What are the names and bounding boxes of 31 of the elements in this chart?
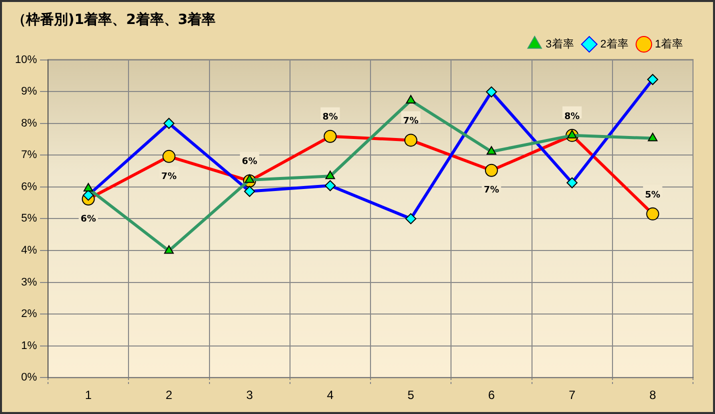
x-tick-label: 3 (246, 388, 254, 402)
x-tick-label: 8 (649, 388, 656, 402)
y-tick-label: 1% (21, 340, 38, 352)
y-tick-label: 2% (21, 308, 38, 320)
data-label: 6% (242, 157, 258, 168)
y-tick-label: 0% (21, 372, 38, 384)
y-tick-label: 8% (21, 117, 38, 130)
data-label: 5% (645, 190, 660, 200)
legend-label: 2着率 (600, 37, 628, 50)
legend-label: 1着率 (654, 37, 684, 50)
chart-title: （枠番別)1着率、2着率、3着率 (12, 11, 216, 28)
data-label: 7% (161, 172, 177, 182)
x-tick-label: 1 (84, 388, 92, 402)
y-tick-label: 9% (21, 86, 38, 98)
x-tick-label: 2 (166, 388, 173, 402)
data-label: 8% (322, 112, 338, 123)
legend-label: 3着率 (546, 37, 574, 50)
data-label: 7% (403, 116, 418, 127)
data-label: 7% (484, 186, 500, 196)
y-tick-label: 3% (21, 276, 38, 288)
y-tick-label: 7% (21, 149, 38, 162)
x-tick-label: 6 (488, 388, 496, 402)
y-tick-label: 4% (21, 244, 38, 257)
data-label: 6% (80, 214, 96, 224)
data-label: 8% (564, 112, 580, 122)
x-tick-label: 7 (568, 388, 576, 402)
y-tick-label: 6% (21, 180, 38, 193)
y-tick-label: 10% (14, 54, 38, 66)
y-tick-label: 5% (21, 212, 38, 225)
x-tick-label: 5 (407, 388, 414, 402)
x-tick-label: 4 (326, 388, 334, 402)
